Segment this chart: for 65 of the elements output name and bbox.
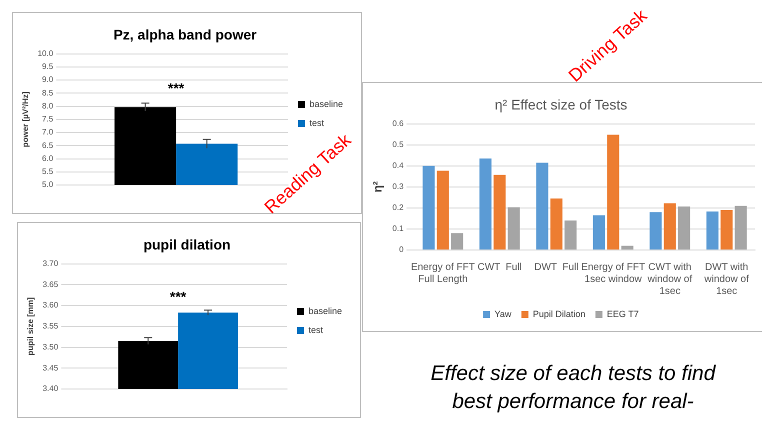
y-tick-label: 0.6 bbox=[392, 119, 404, 128]
y-tick-label: 9.0 bbox=[42, 75, 54, 84]
bar bbox=[494, 174, 506, 250]
bar bbox=[592, 215, 605, 250]
bar bbox=[664, 203, 676, 250]
y-tick-label: 0.1 bbox=[392, 224, 404, 234]
bar bbox=[650, 212, 662, 250]
bar bbox=[479, 158, 492, 250]
annotation: *** bbox=[168, 80, 185, 96]
y-tick-label: 8.5 bbox=[42, 88, 54, 98]
y-tick-label: 3.55 bbox=[42, 322, 59, 331]
legend-label: Yaw bbox=[494, 308, 512, 319]
x-tick-label: Energy of FFT Full Length bbox=[410, 262, 475, 285]
chart-title: η² Effect size of Tests bbox=[494, 96, 628, 112]
legend-label: baseline bbox=[308, 306, 342, 316]
y-tick-label: 0.2 bbox=[392, 203, 404, 212]
text: Effect size of each tests to find best performance for real- bbox=[430, 361, 717, 415]
y-tick-label: 10.0 bbox=[38, 49, 54, 58]
x-tick-label: DWT with window of 1sec bbox=[703, 262, 750, 297]
y-tick-label: 3.50 bbox=[42, 342, 59, 352]
bar bbox=[508, 207, 520, 250]
bar bbox=[720, 210, 733, 250]
legend-label: test bbox=[308, 324, 324, 335]
y-tick-label: 3.40 bbox=[42, 384, 59, 394]
x-tick-label: CWT with window of 1sec bbox=[646, 262, 692, 297]
chart-title: pupil dilation bbox=[143, 236, 231, 252]
y-tick-label: 5.5 bbox=[42, 167, 54, 176]
y-axis-title: η² bbox=[370, 181, 385, 193]
y-axis-title: power [µV²/Hz] bbox=[21, 91, 30, 148]
y-tick-label: 3.65 bbox=[42, 280, 59, 289]
y-tick-label: 6.0 bbox=[42, 154, 54, 163]
y-tick-label: 7.5 bbox=[42, 114, 54, 124]
legend-label: baseline bbox=[309, 98, 344, 109]
y-tick-label: 8.0 bbox=[42, 101, 54, 110]
legend-label: test bbox=[309, 118, 324, 128]
legend-label: Pupil Dilation bbox=[532, 308, 586, 319]
y-tick-label: 3.60 bbox=[42, 300, 59, 310]
y-tick-label: 7.0 bbox=[42, 128, 54, 137]
x-tick-label: CWT Full bbox=[478, 262, 522, 273]
y-axis-title: pupil size [mm] bbox=[26, 296, 36, 356]
legend-label: EEG T7 bbox=[606, 308, 639, 319]
bar bbox=[706, 212, 718, 250]
bar bbox=[734, 206, 747, 250]
chart-title: Pz, alpha band power bbox=[113, 26, 258, 42]
y-tick-label: 0.5 bbox=[392, 140, 404, 150]
y-tick-label: 0 bbox=[399, 245, 404, 254]
bar bbox=[564, 220, 577, 250]
bar bbox=[536, 162, 548, 250]
bar bbox=[607, 134, 620, 250]
y-tick-label: 3.45 bbox=[42, 363, 59, 372]
y-tick-label: 9.5 bbox=[42, 62, 54, 72]
y-tick-label: 5.0 bbox=[42, 180, 54, 190]
y-tick-label: 0.3 bbox=[392, 182, 404, 192]
bar bbox=[550, 198, 562, 250]
bar bbox=[451, 233, 464, 250]
bar bbox=[422, 166, 435, 250]
y-tick-label: 6.5 bbox=[42, 140, 54, 150]
bar bbox=[621, 246, 634, 250]
bar bbox=[678, 206, 690, 250]
y-tick-label: 3.70 bbox=[42, 259, 59, 268]
x-tick-label: DWT Full bbox=[534, 262, 579, 273]
y-tick-label: 0.4 bbox=[392, 161, 404, 170]
x-tick-label: Energy of FFT 1sec window bbox=[581, 262, 646, 285]
annotation: *** bbox=[170, 288, 187, 304]
bar bbox=[436, 170, 449, 250]
